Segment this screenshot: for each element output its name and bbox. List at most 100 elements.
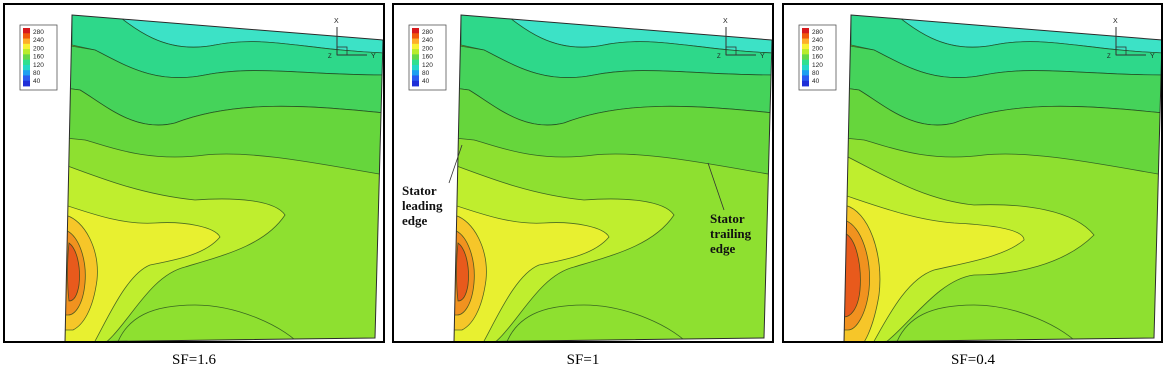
colorbar-tick-label: 280 <box>33 29 44 36</box>
colorbar-tick-label: 240 <box>422 37 433 44</box>
colorbar-swatch <box>412 75 419 82</box>
y-axis-label: Y <box>1150 53 1155 60</box>
colorbar-tick-label: 160 <box>812 54 823 61</box>
colorbar-tick-label: 160 <box>422 54 433 61</box>
contour-panel-sf-1: 280 240 200 160 120 80 40 X Y Z Stator leading ed… <box>392 3 774 343</box>
colorbar-swatch <box>412 54 419 61</box>
colorbar-tick-label: 40 <box>33 78 41 85</box>
annotation-line: Stator <box>402 183 437 198</box>
leading-edge-annotation: Stator leading edge <box>402 183 442 228</box>
colorbar-swatch <box>802 80 809 87</box>
colorbar-swatch <box>802 64 809 71</box>
colorbar-swatch <box>23 54 30 61</box>
contour-panel-sf-1-6: 280 240 200 160 120 80 40 X Y Z <box>3 3 385 343</box>
panel-caption: SF=0.4 <box>951 352 995 368</box>
y-axis-label: Y <box>371 53 376 60</box>
colorbar-tick-label: 40 <box>812 78 820 85</box>
colorbar-tick-label: 200 <box>812 45 823 52</box>
contour-band-4 <box>454 87 772 176</box>
z-axis-label: Z <box>1107 54 1111 60</box>
trailing-edge-annotation: Stator trailing edge <box>710 211 751 256</box>
annotation-line: Stator <box>710 211 745 226</box>
contour-band-4 <box>844 87 1161 176</box>
contour-band-10 <box>456 242 469 302</box>
colorbar-swatch <box>23 70 30 76</box>
contour-band-10 <box>67 242 80 302</box>
colorbar-swatch <box>412 70 419 76</box>
colorbar-swatch <box>412 33 419 39</box>
colorbar-swatch <box>802 49 809 55</box>
axis-cube <box>725 46 737 56</box>
contour-band-5-lower <box>114 304 306 341</box>
domain-outline <box>64 14 383 341</box>
axis-cube <box>1115 46 1127 56</box>
domain-outline <box>453 14 772 341</box>
colorbar-swatch <box>23 80 30 87</box>
axis-cube <box>336 46 348 56</box>
contour-band-7 <box>454 204 610 341</box>
colorbar-tick-label: 240 <box>812 37 823 44</box>
colorbar-swatch <box>23 38 30 45</box>
colorbar-swatch <box>412 43 419 50</box>
colorbar-swatch <box>412 64 419 71</box>
contour-field <box>454 15 772 341</box>
contour-panel-sf-0-4: 280 240 200 160 120 80 40 X Y Z <box>782 3 1163 343</box>
colorbar-tick-label: 280 <box>422 29 433 36</box>
colorbar-swatch <box>412 38 419 45</box>
contour-band-5-lower <box>503 304 695 341</box>
contour-field <box>65 15 383 341</box>
x-axis-label: X <box>1113 18 1118 25</box>
contour-band-7 <box>65 204 221 341</box>
colorbar-tick-label: 40 <box>422 78 430 85</box>
colorbar-swatch <box>23 28 30 34</box>
annotation-line: edge <box>402 213 428 228</box>
colorbar-swatch <box>412 80 419 87</box>
colorbar-tick-label: 160 <box>33 54 44 61</box>
colorbar-swatch <box>802 75 809 82</box>
colorbar-swatch <box>802 59 809 66</box>
colorbar-swatch <box>802 38 809 45</box>
panel-caption: SF=1 <box>566 352 600 368</box>
annotation-line: edge <box>710 241 736 256</box>
colorbar-swatch <box>802 70 809 76</box>
contour-band-7 <box>844 194 1025 341</box>
annotation-line: trailing <box>710 226 752 241</box>
axis-triad: X Y Z <box>328 18 376 60</box>
annotation-line: leading <box>402 198 443 213</box>
contour-field <box>844 15 1161 341</box>
leading-edge-leader <box>448 144 463 184</box>
contour-band-4 <box>65 87 383 176</box>
colorbar-tick-label: 200 <box>33 45 44 52</box>
colorbar-swatch <box>23 49 30 55</box>
colorbar-swatch <box>23 64 30 71</box>
colorbar-swatch <box>23 33 30 39</box>
colorbar-swatch <box>802 28 809 34</box>
colorbar-tick-label: 80 <box>422 70 430 77</box>
z-axis-label: Z <box>328 54 332 60</box>
colorbar-swatch <box>802 43 809 50</box>
colorbar-swatch <box>23 59 30 66</box>
colorbar-swatch <box>412 28 419 34</box>
axis-triad: X Y Z <box>1107 18 1155 60</box>
colorbar-tick-label: 120 <box>33 62 44 69</box>
colorbar-swatch <box>412 59 419 66</box>
colorbar-tick-label: 120 <box>422 62 433 69</box>
x-axis-label: X <box>723 18 728 25</box>
axis-triad: X Y Z <box>717 18 765 60</box>
colorbar-tick-label: 240 <box>33 37 44 44</box>
colorbar-tick-label: 80 <box>33 70 41 77</box>
z-axis-label: Z <box>717 54 721 60</box>
colorbar-swatch <box>23 43 30 50</box>
colorbar-tick-label: 120 <box>812 62 823 69</box>
contour-band-10 <box>844 232 861 318</box>
x-axis-label: X <box>334 18 339 25</box>
contour-band-5-lower <box>893 304 1085 341</box>
panel-caption: SF=1.6 <box>172 352 216 368</box>
domain-outline <box>843 14 1161 341</box>
